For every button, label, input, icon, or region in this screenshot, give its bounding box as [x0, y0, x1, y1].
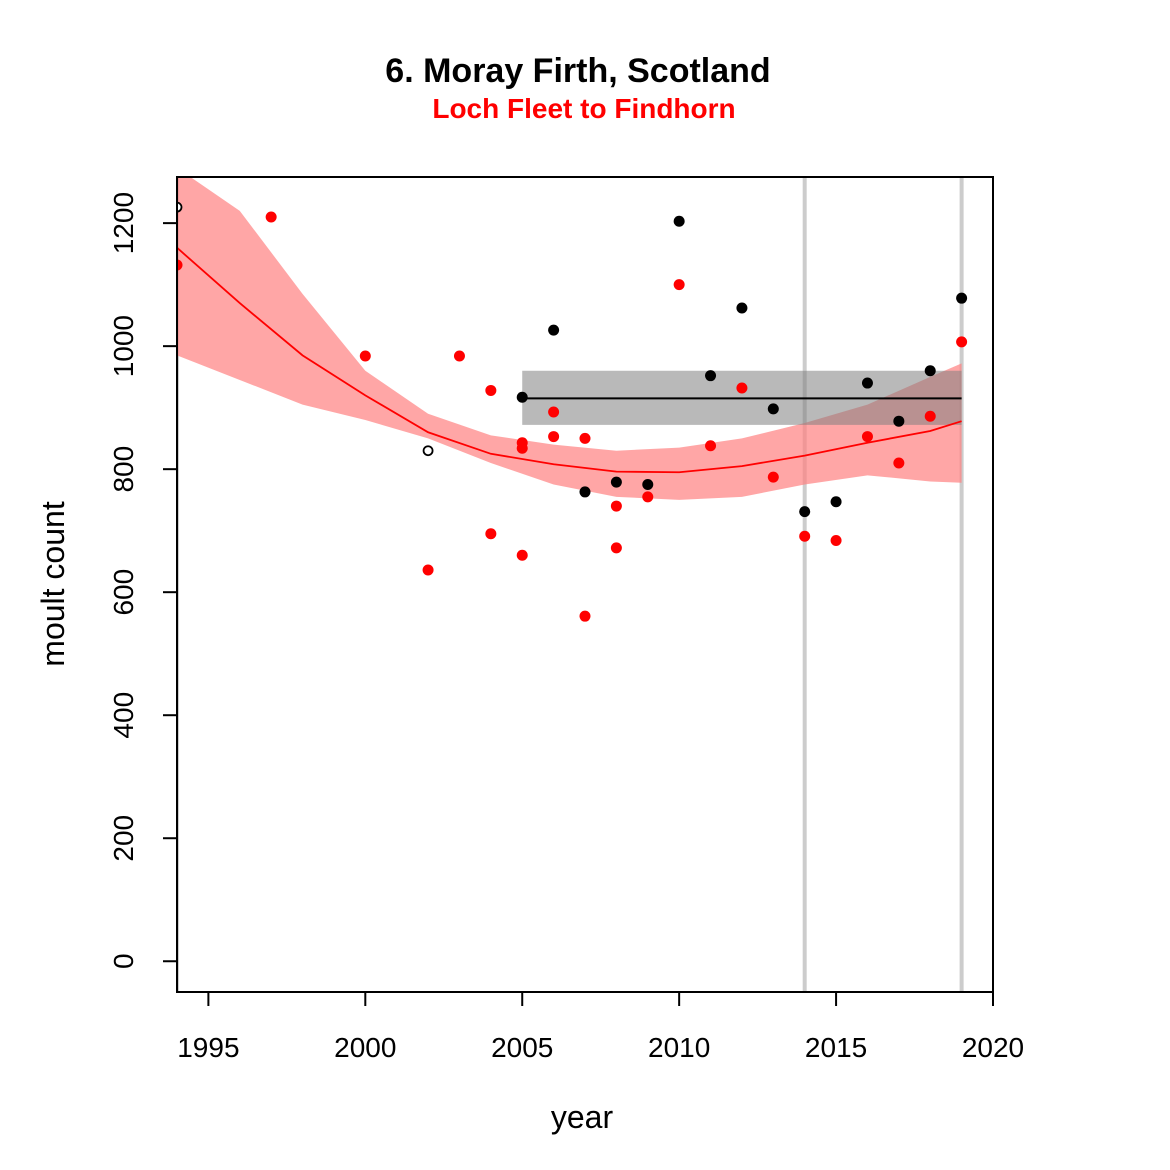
- data-point-black: [673, 215, 685, 227]
- trend-line: [177, 247, 962, 474]
- y-tick-label: 0: [108, 953, 139, 969]
- x-tick-label: 2000: [334, 1032, 396, 1063]
- data-point-black: [861, 377, 873, 389]
- data-point-red: [516, 549, 528, 561]
- y-tick-label: 400: [108, 692, 139, 739]
- data-point-black: [924, 365, 936, 377]
- y-axis-label: moult count: [35, 501, 71, 667]
- x-tick-label: 2015: [805, 1032, 867, 1063]
- y-tick-label: 800: [108, 446, 139, 493]
- plot-frame: [176, 176, 994, 993]
- data-point-open: [177, 201, 183, 213]
- data-point-red: [177, 259, 183, 271]
- data-point-black: [610, 476, 622, 488]
- data-point-red: [610, 542, 622, 554]
- trend-confidence-band: [177, 177, 962, 500]
- y-tick-label: 1200: [108, 192, 139, 254]
- data-point-red: [422, 564, 434, 576]
- data-point-black: [767, 403, 779, 415]
- data-point-black: [642, 479, 654, 491]
- data-point-red: [485, 384, 497, 396]
- data-point-black: [579, 486, 591, 498]
- y-tick-label: 600: [108, 569, 139, 616]
- chart-title: 6. Moray Firth, Scotland: [385, 52, 770, 90]
- data-point-open: [422, 445, 434, 457]
- x-tick-label: 1995: [177, 1032, 239, 1063]
- data-point-red: [579, 432, 591, 444]
- axes: 1995 2000 2005 2010 2015 2020 0 200 400 600 800 100…: [108, 192, 1024, 1063]
- plot-area: [177, 177, 968, 992]
- data-point-black: [830, 496, 842, 508]
- data-point-red: [705, 440, 717, 452]
- data-point-red: [830, 535, 842, 547]
- data-point-red: [485, 528, 497, 540]
- data-point-red: [736, 382, 748, 394]
- chart-subtitle: Loch Fleet to Findhorn: [432, 93, 735, 124]
- x-tick-label: 2020: [962, 1032, 1024, 1063]
- data-point-red: [265, 211, 277, 223]
- data-point-red: [642, 491, 654, 503]
- data-point-red: [799, 530, 811, 542]
- x-tick-label: 2005: [491, 1032, 553, 1063]
- data-point-black: [893, 415, 905, 427]
- y-tick-label: 200: [108, 815, 139, 862]
- data-point-black: [548, 324, 560, 336]
- data-point-black: [516, 391, 528, 403]
- data-point-black: [799, 506, 811, 518]
- x-axis-label: year: [551, 1099, 614, 1135]
- x-tick-label: 2010: [648, 1032, 710, 1063]
- data-point-red: [548, 431, 560, 443]
- data-point-red: [924, 410, 936, 422]
- data-point-red: [548, 406, 560, 418]
- data-point-red: [579, 610, 591, 622]
- data-point-red: [359, 350, 371, 362]
- data-point-red: [893, 457, 905, 469]
- data-point-red: [610, 500, 622, 512]
- data-point-red: [453, 350, 465, 362]
- y-tick-label: 1000: [108, 315, 139, 377]
- data-point-red: [861, 431, 873, 443]
- data-point-red: [956, 336, 968, 348]
- data-point-red: [516, 442, 528, 454]
- data-point-black: [736, 302, 748, 314]
- data-point-red: [673, 279, 685, 291]
- data-point-black: [956, 292, 968, 304]
- data-point-black: [705, 370, 717, 382]
- data-point-red: [767, 471, 779, 483]
